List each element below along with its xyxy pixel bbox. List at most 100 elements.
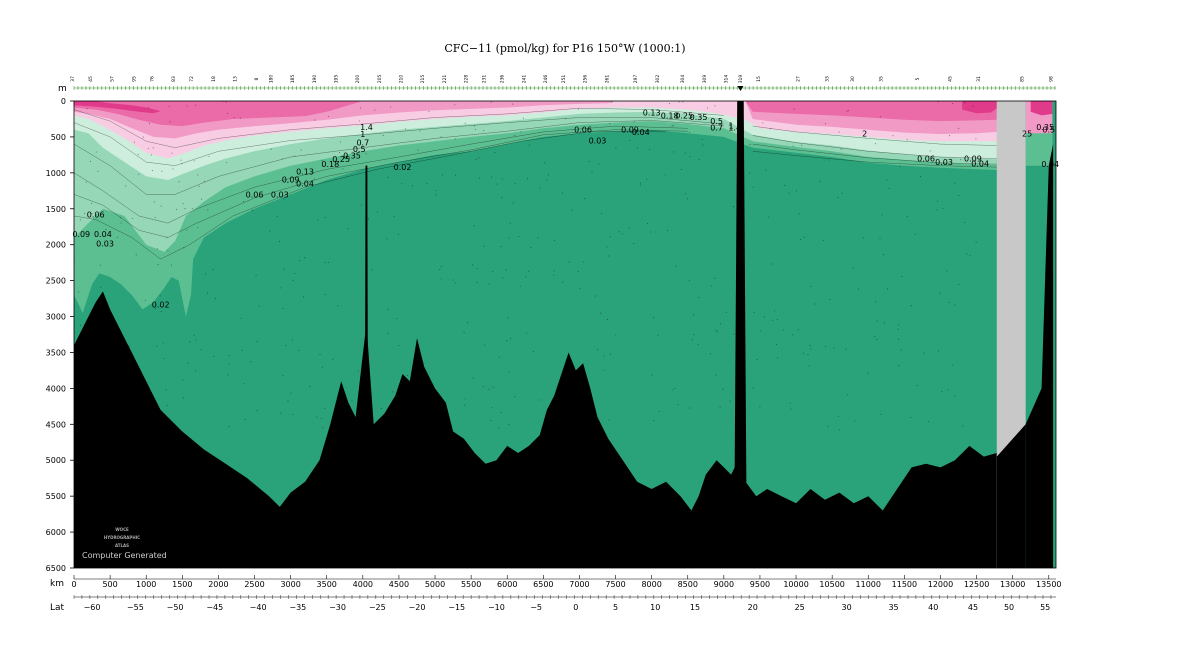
sample-dot bbox=[320, 417, 322, 420]
contour-line bbox=[752, 125, 997, 146]
concentration-bands bbox=[74, 101, 1053, 317]
sample-dot bbox=[898, 324, 900, 326]
sample-dot bbox=[435, 189, 437, 192]
sample-dot bbox=[464, 398, 466, 400]
sample-dot bbox=[440, 136, 442, 138]
sample-dot bbox=[639, 182, 642, 184]
station-label: 241 bbox=[521, 75, 527, 84]
sample-dot bbox=[600, 312, 602, 314]
sample-dot bbox=[85, 181, 87, 183]
latitude-tick-label: 25 bbox=[795, 603, 805, 612]
distance-tick-label: 6500 bbox=[533, 580, 553, 589]
sample-dot bbox=[166, 404, 168, 406]
distance-tick-label: 0 bbox=[71, 580, 76, 589]
sample-dot bbox=[144, 299, 146, 301]
distance-tick-label: 3000 bbox=[280, 580, 300, 589]
sample-dot bbox=[790, 408, 792, 410]
distance-tick-label: 9000 bbox=[714, 580, 734, 589]
sample-dot bbox=[160, 205, 162, 207]
station-label: 256 bbox=[583, 75, 589, 84]
sample-dot bbox=[829, 299, 831, 301]
sample-dot bbox=[789, 402, 791, 404]
distance-tick-label: 13000 bbox=[1000, 580, 1025, 589]
sample-dot bbox=[78, 291, 80, 293]
sample-dot bbox=[969, 255, 971, 257]
distance-tick-label: 12000 bbox=[928, 580, 953, 589]
sample-dot bbox=[86, 108, 88, 110]
sample-dot bbox=[722, 388, 724, 390]
sample-dot bbox=[464, 404, 466, 406]
sample-dot bbox=[319, 353, 321, 355]
contour-label: 0.04 bbox=[94, 230, 112, 239]
sample-dot bbox=[672, 125, 674, 127]
sample-dot bbox=[251, 210, 253, 212]
sample-dot bbox=[283, 268, 285, 270]
sample-dot bbox=[282, 198, 285, 200]
contour-line bbox=[74, 107, 724, 148]
latitude-tick-label: 30 bbox=[842, 603, 852, 612]
sample-dot bbox=[225, 101, 227, 103]
sample-dot bbox=[492, 386, 494, 388]
sample-dot bbox=[233, 116, 235, 119]
sample-dot bbox=[597, 348, 599, 351]
sample-dot bbox=[472, 377, 474, 379]
contour-line bbox=[74, 120, 724, 195]
sample-dot bbox=[962, 425, 964, 427]
sample-dot bbox=[351, 400, 353, 402]
depth-tick-label: 6500 bbox=[46, 564, 66, 573]
sample-dot bbox=[365, 153, 367, 155]
sample-dot bbox=[321, 366, 323, 368]
contour-label: 0.25 bbox=[332, 155, 350, 164]
sample-dot bbox=[357, 370, 359, 372]
sample-dot bbox=[137, 153, 139, 155]
sample-dot bbox=[476, 267, 478, 269]
station-label: 15 bbox=[756, 76, 762, 82]
contour-label: 0.09 bbox=[964, 154, 982, 163]
sample-dot bbox=[671, 389, 673, 391]
sample-dot bbox=[588, 160, 590, 163]
sample-dot bbox=[514, 183, 516, 185]
contour-label: 0.04 bbox=[632, 128, 650, 137]
station-label: 45 bbox=[88, 76, 94, 82]
sample-dot bbox=[494, 152, 496, 154]
sample-dot bbox=[664, 174, 666, 176]
sample-dot bbox=[440, 278, 442, 280]
sample-dot bbox=[241, 349, 243, 351]
sample-dot bbox=[952, 364, 954, 366]
sample-dot bbox=[359, 107, 362, 109]
sample-dot bbox=[473, 125, 476, 127]
sample-dot bbox=[166, 236, 168, 238]
latitude-tick-label: 35 bbox=[888, 603, 898, 612]
sample-dot bbox=[972, 105, 974, 107]
sample-dot bbox=[975, 138, 977, 140]
sample-dot bbox=[958, 127, 960, 129]
sample-dot bbox=[837, 415, 840, 417]
sample-dot bbox=[454, 282, 456, 284]
sample-dot bbox=[847, 394, 849, 396]
sample-dot bbox=[840, 148, 842, 150]
depth-axis: 0 500 1000 1500 2000 2500 3000 3500 4000 4500 5000… bbox=[46, 84, 74, 573]
sample-dot bbox=[360, 204, 362, 206]
depth-tick-label: 1000 bbox=[46, 169, 66, 178]
sample-dot bbox=[658, 410, 660, 412]
latitude-tick-label: −35 bbox=[289, 603, 306, 612]
sample-dot bbox=[172, 168, 174, 170]
sample-dot bbox=[600, 212, 603, 214]
sample-dot bbox=[490, 420, 492, 422]
sample-dot bbox=[135, 254, 137, 256]
station-label: 231 bbox=[482, 75, 488, 84]
latitude-tick-label: 10 bbox=[650, 603, 660, 612]
distance-tick-label: 8500 bbox=[678, 580, 698, 589]
latitude-tick-label: −55 bbox=[127, 603, 144, 612]
sample-dot bbox=[509, 222, 511, 224]
sample-dot bbox=[749, 144, 751, 146]
sample-dot bbox=[327, 115, 329, 117]
latitude-tick-label: −50 bbox=[167, 603, 184, 612]
sample-dot bbox=[652, 316, 655, 318]
sample-dot bbox=[526, 332, 528, 334]
sample-dot bbox=[527, 178, 529, 180]
latitude-tick-label: −45 bbox=[206, 603, 223, 612]
sample-dot bbox=[828, 159, 830, 161]
sample-dot bbox=[886, 179, 888, 181]
sample-dot bbox=[282, 374, 284, 377]
